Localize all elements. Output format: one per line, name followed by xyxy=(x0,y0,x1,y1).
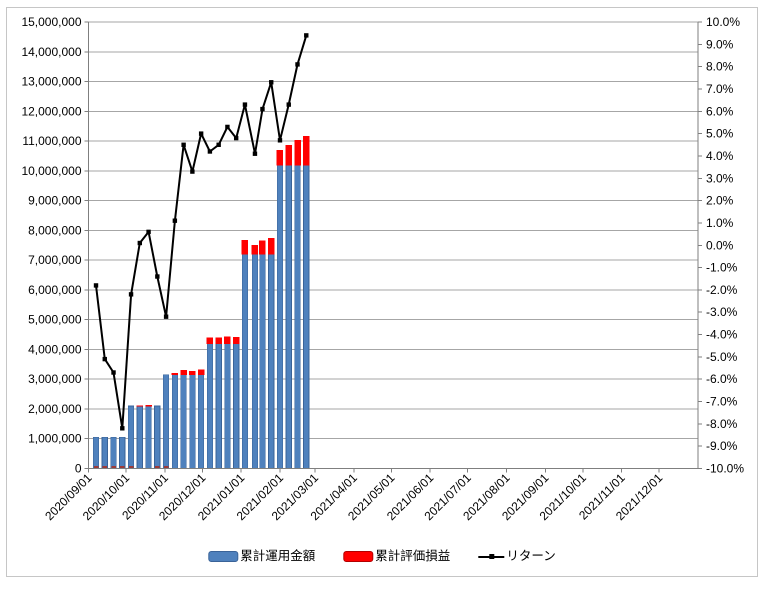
svg-text:0: 0 xyxy=(75,462,82,476)
svg-text:-5.0%: -5.0% xyxy=(706,350,738,364)
svg-text:-4.0%: -4.0% xyxy=(706,328,738,342)
pl-bars xyxy=(93,135,310,469)
svg-text:5.0%: 5.0% xyxy=(706,127,734,141)
svg-text:6.0%: 6.0% xyxy=(706,104,734,118)
gridlines xyxy=(88,21,698,440)
svg-text:-7.0%: -7.0% xyxy=(706,395,738,409)
svg-text:-2.0%: -2.0% xyxy=(706,283,738,297)
svg-text:2,000,000: 2,000,000 xyxy=(28,402,82,416)
return-line xyxy=(93,33,309,431)
svg-text:11,000,000: 11,000,000 xyxy=(22,134,81,148)
svg-text:7,000,000: 7,000,000 xyxy=(28,253,82,267)
axes xyxy=(88,22,699,469)
svg-text:-6.0%: -6.0% xyxy=(706,372,738,386)
svg-text:1,000,000: 1,000,000 xyxy=(28,432,82,446)
legend-item-pl[interactable]: 累計評価損益 xyxy=(343,548,450,564)
svg-text:14,000,000: 14,000,000 xyxy=(21,45,81,59)
legend-swatch-return-icon xyxy=(478,551,505,562)
svg-text:12,000,000: 12,000,000 xyxy=(21,104,81,118)
legend-label-invested: 累計運用金額 xyxy=(240,549,316,563)
svg-text:6,000,000: 6,000,000 xyxy=(28,283,82,297)
svg-text:0.0%: 0.0% xyxy=(706,238,734,252)
svg-text:4.0%: 4.0% xyxy=(706,149,734,163)
svg-text:-3.0%: -3.0% xyxy=(706,305,738,319)
legend-swatch-pl-icon xyxy=(343,550,374,562)
invested-bars xyxy=(92,164,310,469)
legend-swatch-invested-icon xyxy=(208,550,239,562)
svg-text:4,000,000: 4,000,000 xyxy=(28,342,82,356)
left-axis-labels: 0 1,000,000 2,000,000 3,000,000 4,000,000 5,0… xyxy=(21,15,89,476)
x-axis-labels: 2020/09/012020/10/012020/11/012020/12/01… xyxy=(42,468,666,523)
legend-label-return: リターン xyxy=(506,549,556,563)
svg-text:10.0%: 10.0% xyxy=(706,15,740,29)
svg-text:8,000,000: 8,000,000 xyxy=(28,223,82,237)
svg-text:-8.0%: -8.0% xyxy=(706,417,738,431)
svg-text:9.0%: 9.0% xyxy=(706,37,734,51)
svg-text:2.0%: 2.0% xyxy=(706,194,734,208)
svg-text:13,000,000: 13,000,000 xyxy=(21,75,81,89)
svg-text:7.0%: 7.0% xyxy=(706,82,734,96)
svg-text:-9.0%: -9.0% xyxy=(706,439,738,453)
legend: 累計運用金額 累計評価損益 リターン xyxy=(208,548,556,564)
svg-text:5,000,000: 5,000,000 xyxy=(28,313,82,327)
svg-text:-10.0%: -10.0% xyxy=(706,462,744,476)
svg-text:10,000,000: 10,000,000 xyxy=(21,164,81,178)
svg-text:-1.0%: -1.0% xyxy=(706,261,738,275)
svg-text:9,000,000: 9,000,000 xyxy=(28,194,82,208)
svg-text:8.0%: 8.0% xyxy=(706,60,734,74)
svg-text:1.0%: 1.0% xyxy=(706,216,734,230)
svg-text:15,000,000: 15,000,000 xyxy=(21,15,81,29)
svg-text:3.0%: 3.0% xyxy=(706,171,734,185)
svg-text:3,000,000: 3,000,000 xyxy=(28,372,82,386)
legend-item-invested[interactable]: 累計運用金額 xyxy=(208,548,315,564)
legend-label-pl: 累計評価損益 xyxy=(375,549,451,563)
legend-item-return[interactable]: リターン xyxy=(478,548,556,564)
right-axis-labels: 10.0% 9.0% 8.0% 7.0% 6.0% 5.0% 4.0% 3.0% 2.0% 1.0… xyxy=(698,15,744,476)
